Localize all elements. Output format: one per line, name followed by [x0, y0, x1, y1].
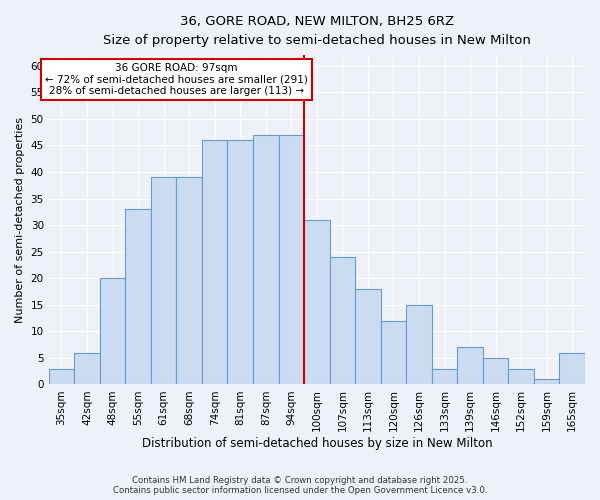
Bar: [202, 140, 227, 384]
Bar: [49, 368, 74, 384]
Bar: [253, 135, 278, 384]
Bar: [380, 320, 406, 384]
Bar: [355, 289, 380, 384]
Bar: [534, 379, 559, 384]
Text: 36 GORE ROAD: 97sqm
← 72% of semi-detached houses are smaller (291)
28% of semi-: 36 GORE ROAD: 97sqm ← 72% of semi-detach…: [45, 63, 308, 96]
Bar: [508, 368, 534, 384]
Bar: [304, 220, 329, 384]
Bar: [406, 305, 432, 384]
Y-axis label: Number of semi-detached properties: Number of semi-detached properties: [15, 117, 25, 323]
Bar: [227, 140, 253, 384]
Bar: [483, 358, 508, 384]
Bar: [432, 368, 457, 384]
Bar: [329, 257, 355, 384]
Bar: [100, 278, 125, 384]
Text: Contains HM Land Registry data © Crown copyright and database right 2025.
Contai: Contains HM Land Registry data © Crown c…: [113, 476, 487, 495]
Bar: [125, 209, 151, 384]
Bar: [278, 135, 304, 384]
Bar: [176, 178, 202, 384]
Bar: [559, 352, 585, 384]
Bar: [151, 178, 176, 384]
Bar: [457, 348, 483, 385]
Bar: [74, 352, 100, 384]
X-axis label: Distribution of semi-detached houses by size in New Milton: Distribution of semi-detached houses by …: [142, 437, 492, 450]
Title: 36, GORE ROAD, NEW MILTON, BH25 6RZ
Size of property relative to semi-detached h: 36, GORE ROAD, NEW MILTON, BH25 6RZ Size…: [103, 15, 531, 47]
